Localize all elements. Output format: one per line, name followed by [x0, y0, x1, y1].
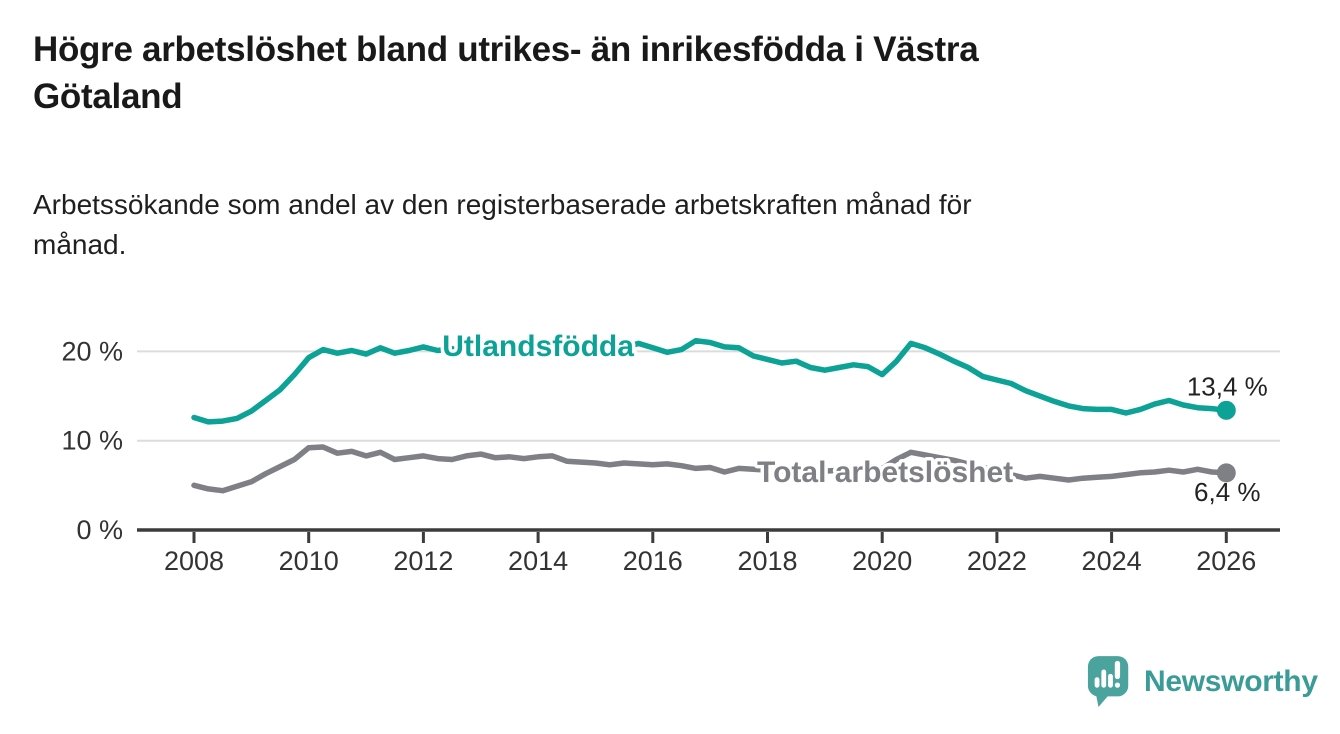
x-tick-label: 2024	[1082, 546, 1142, 576]
series-line	[191, 337, 1230, 425]
series-layer	[191, 337, 1236, 494]
grid-layer	[137, 350, 1280, 442]
series-end-dot	[1216, 463, 1236, 483]
newsworthy-logo: Newsworthy	[1086, 654, 1318, 710]
brand-name: Newsworthy	[1144, 665, 1318, 698]
series-label: Total arbetslöshet	[757, 456, 1013, 489]
x-tick-label: 2014	[508, 546, 568, 576]
end-value-label: 6,4 %	[1194, 477, 1261, 507]
end-value-label: 13,4 %	[1187, 371, 1268, 401]
series-label: Utlandsfödda	[442, 330, 634, 363]
x-tick-label: 2010	[279, 546, 339, 576]
x-tick-label: 2018	[737, 546, 797, 576]
line-chart: 0 % 10 % 20 % 2008 2010 2012 2014 2016 2018 2020 2…	[61, 327, 1280, 576]
series-end-dot	[1216, 400, 1236, 420]
x-tick-label: 2016	[623, 546, 683, 576]
series-line	[191, 444, 1230, 494]
chart-title: Högre arbetslöshet bland utrikes- än inr…	[33, 30, 979, 116]
y-tick-label: 0 %	[76, 515, 123, 545]
annotation-layer: Utlandsfödda 13,4 % Total arbetslöshet 6,4 …	[439, 327, 1268, 507]
x-tick-label: 2022	[967, 546, 1027, 576]
x-tick-label: 2008	[164, 546, 224, 576]
y-tick-label: 20 %	[61, 336, 123, 366]
x-tick-label: 2012	[393, 546, 453, 576]
bar-chart-speech-bubble-icon	[1087, 656, 1129, 707]
y-tick-label: 10 %	[61, 426, 123, 456]
axis-layer: 0 % 10 % 20 % 2008 2010 2012 2014 2016 2018 2020 2…	[61, 336, 1280, 576]
x-tick-label: 2026	[1196, 546, 1256, 576]
chart-subtitle: Arbetssökande som andel av den registerb…	[33, 189, 972, 260]
x-tick-label: 2020	[852, 546, 912, 576]
